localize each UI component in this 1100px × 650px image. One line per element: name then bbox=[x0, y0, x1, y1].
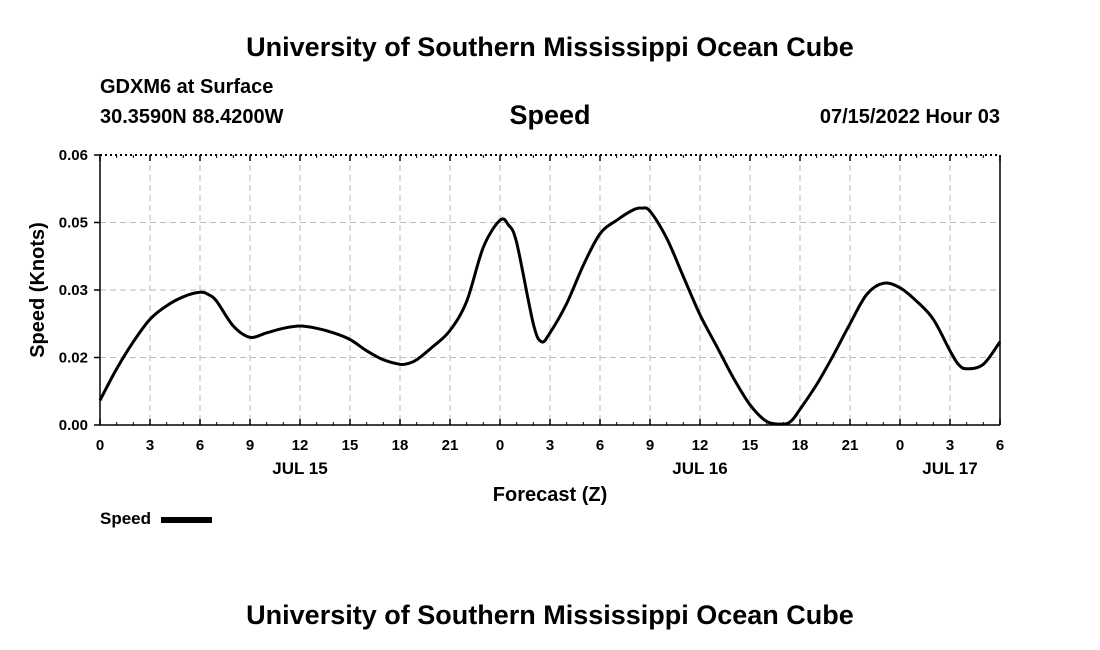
date-label: JUL 15 bbox=[272, 459, 327, 478]
chart-title-bottom: University of Southern Mississippi Ocean… bbox=[246, 600, 854, 630]
x-tick-label: 21 bbox=[442, 437, 459, 454]
x-tick-label: 6 bbox=[196, 437, 204, 454]
x-tick-label: 6 bbox=[596, 437, 604, 454]
x-tick-label: 6 bbox=[996, 437, 1004, 454]
x-tick-label: 15 bbox=[742, 437, 759, 454]
x-tick-label: 18 bbox=[792, 437, 809, 454]
date-label: JUL 16 bbox=[672, 459, 727, 478]
x-tick-label: 0 bbox=[896, 437, 904, 454]
x-tick-label: 18 bbox=[392, 437, 409, 454]
x-tick-label: 9 bbox=[646, 437, 654, 454]
x-tick-label: 3 bbox=[146, 437, 154, 454]
x-tick-label: 3 bbox=[546, 437, 554, 454]
x-tick-label: 15 bbox=[342, 437, 359, 454]
y-axis-label: Speed (Knots) bbox=[27, 222, 49, 358]
x-tick-label: 0 bbox=[96, 437, 104, 454]
x-tick-label: 21 bbox=[842, 437, 859, 454]
x-tick-label: 9 bbox=[246, 437, 254, 454]
chart-subtitle: Speed bbox=[509, 100, 591, 130]
grid-lines bbox=[100, 155, 1000, 425]
series-line-speed bbox=[98, 206, 1002, 426]
y-tick-label: 0.00 bbox=[59, 417, 88, 434]
x-tick-label: 12 bbox=[692, 437, 709, 454]
y-tick-label: 0.02 bbox=[59, 350, 88, 367]
y-tick-label: 0.03 bbox=[59, 282, 88, 299]
legend-label: Speed bbox=[100, 509, 152, 528]
station-coordinates: 30.3590N 88.4200W bbox=[100, 106, 284, 128]
forecast-datetime: 07/15/2022 Hour 03 bbox=[819, 106, 1000, 128]
x-axis-label: Forecast (Z) bbox=[493, 484, 607, 506]
axis-labels-layer: 0 3 6 9 12 15 18 21 0 3 6 9 12 15 18 21 0 3 6 0.00 0.02 0.03 0… bbox=[59, 147, 1004, 478]
plot-frame bbox=[99, 154, 1001, 426]
x-tick-label: 12 bbox=[292, 437, 309, 454]
y-tick-label: 0.05 bbox=[59, 215, 88, 232]
series-layer bbox=[98, 206, 1002, 426]
x-tick-label: 3 bbox=[946, 437, 954, 454]
legend-swatch bbox=[161, 517, 212, 523]
y-tick-label: 0.06 bbox=[59, 147, 88, 164]
station-label: GDXM6 at Surface bbox=[100, 76, 274, 98]
x-tick-label: 0 bbox=[496, 437, 504, 454]
chart-title-top: University of Southern Mississippi Ocean… bbox=[246, 32, 854, 62]
date-label: JUL 17 bbox=[922, 459, 977, 478]
